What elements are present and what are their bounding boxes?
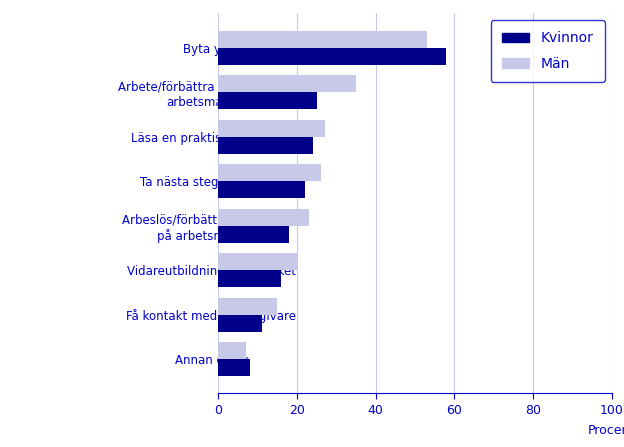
Bar <box>218 359 250 376</box>
Bar <box>218 226 289 243</box>
Bar <box>218 342 246 359</box>
Bar <box>218 270 281 287</box>
Bar <box>218 298 277 315</box>
Bar <box>218 137 313 153</box>
Bar <box>218 47 446 64</box>
Bar <box>218 120 324 137</box>
Bar <box>218 209 309 226</box>
Bar <box>218 31 427 47</box>
Bar <box>218 164 321 181</box>
Bar <box>218 181 305 198</box>
Legend: Kvinnor, Män: Kvinnor, Män <box>490 21 605 82</box>
Bar <box>218 75 356 92</box>
Bar <box>218 315 261 332</box>
Bar <box>218 92 316 109</box>
Bar <box>218 253 297 270</box>
X-axis label: Procent: Procent <box>588 424 624 437</box>
